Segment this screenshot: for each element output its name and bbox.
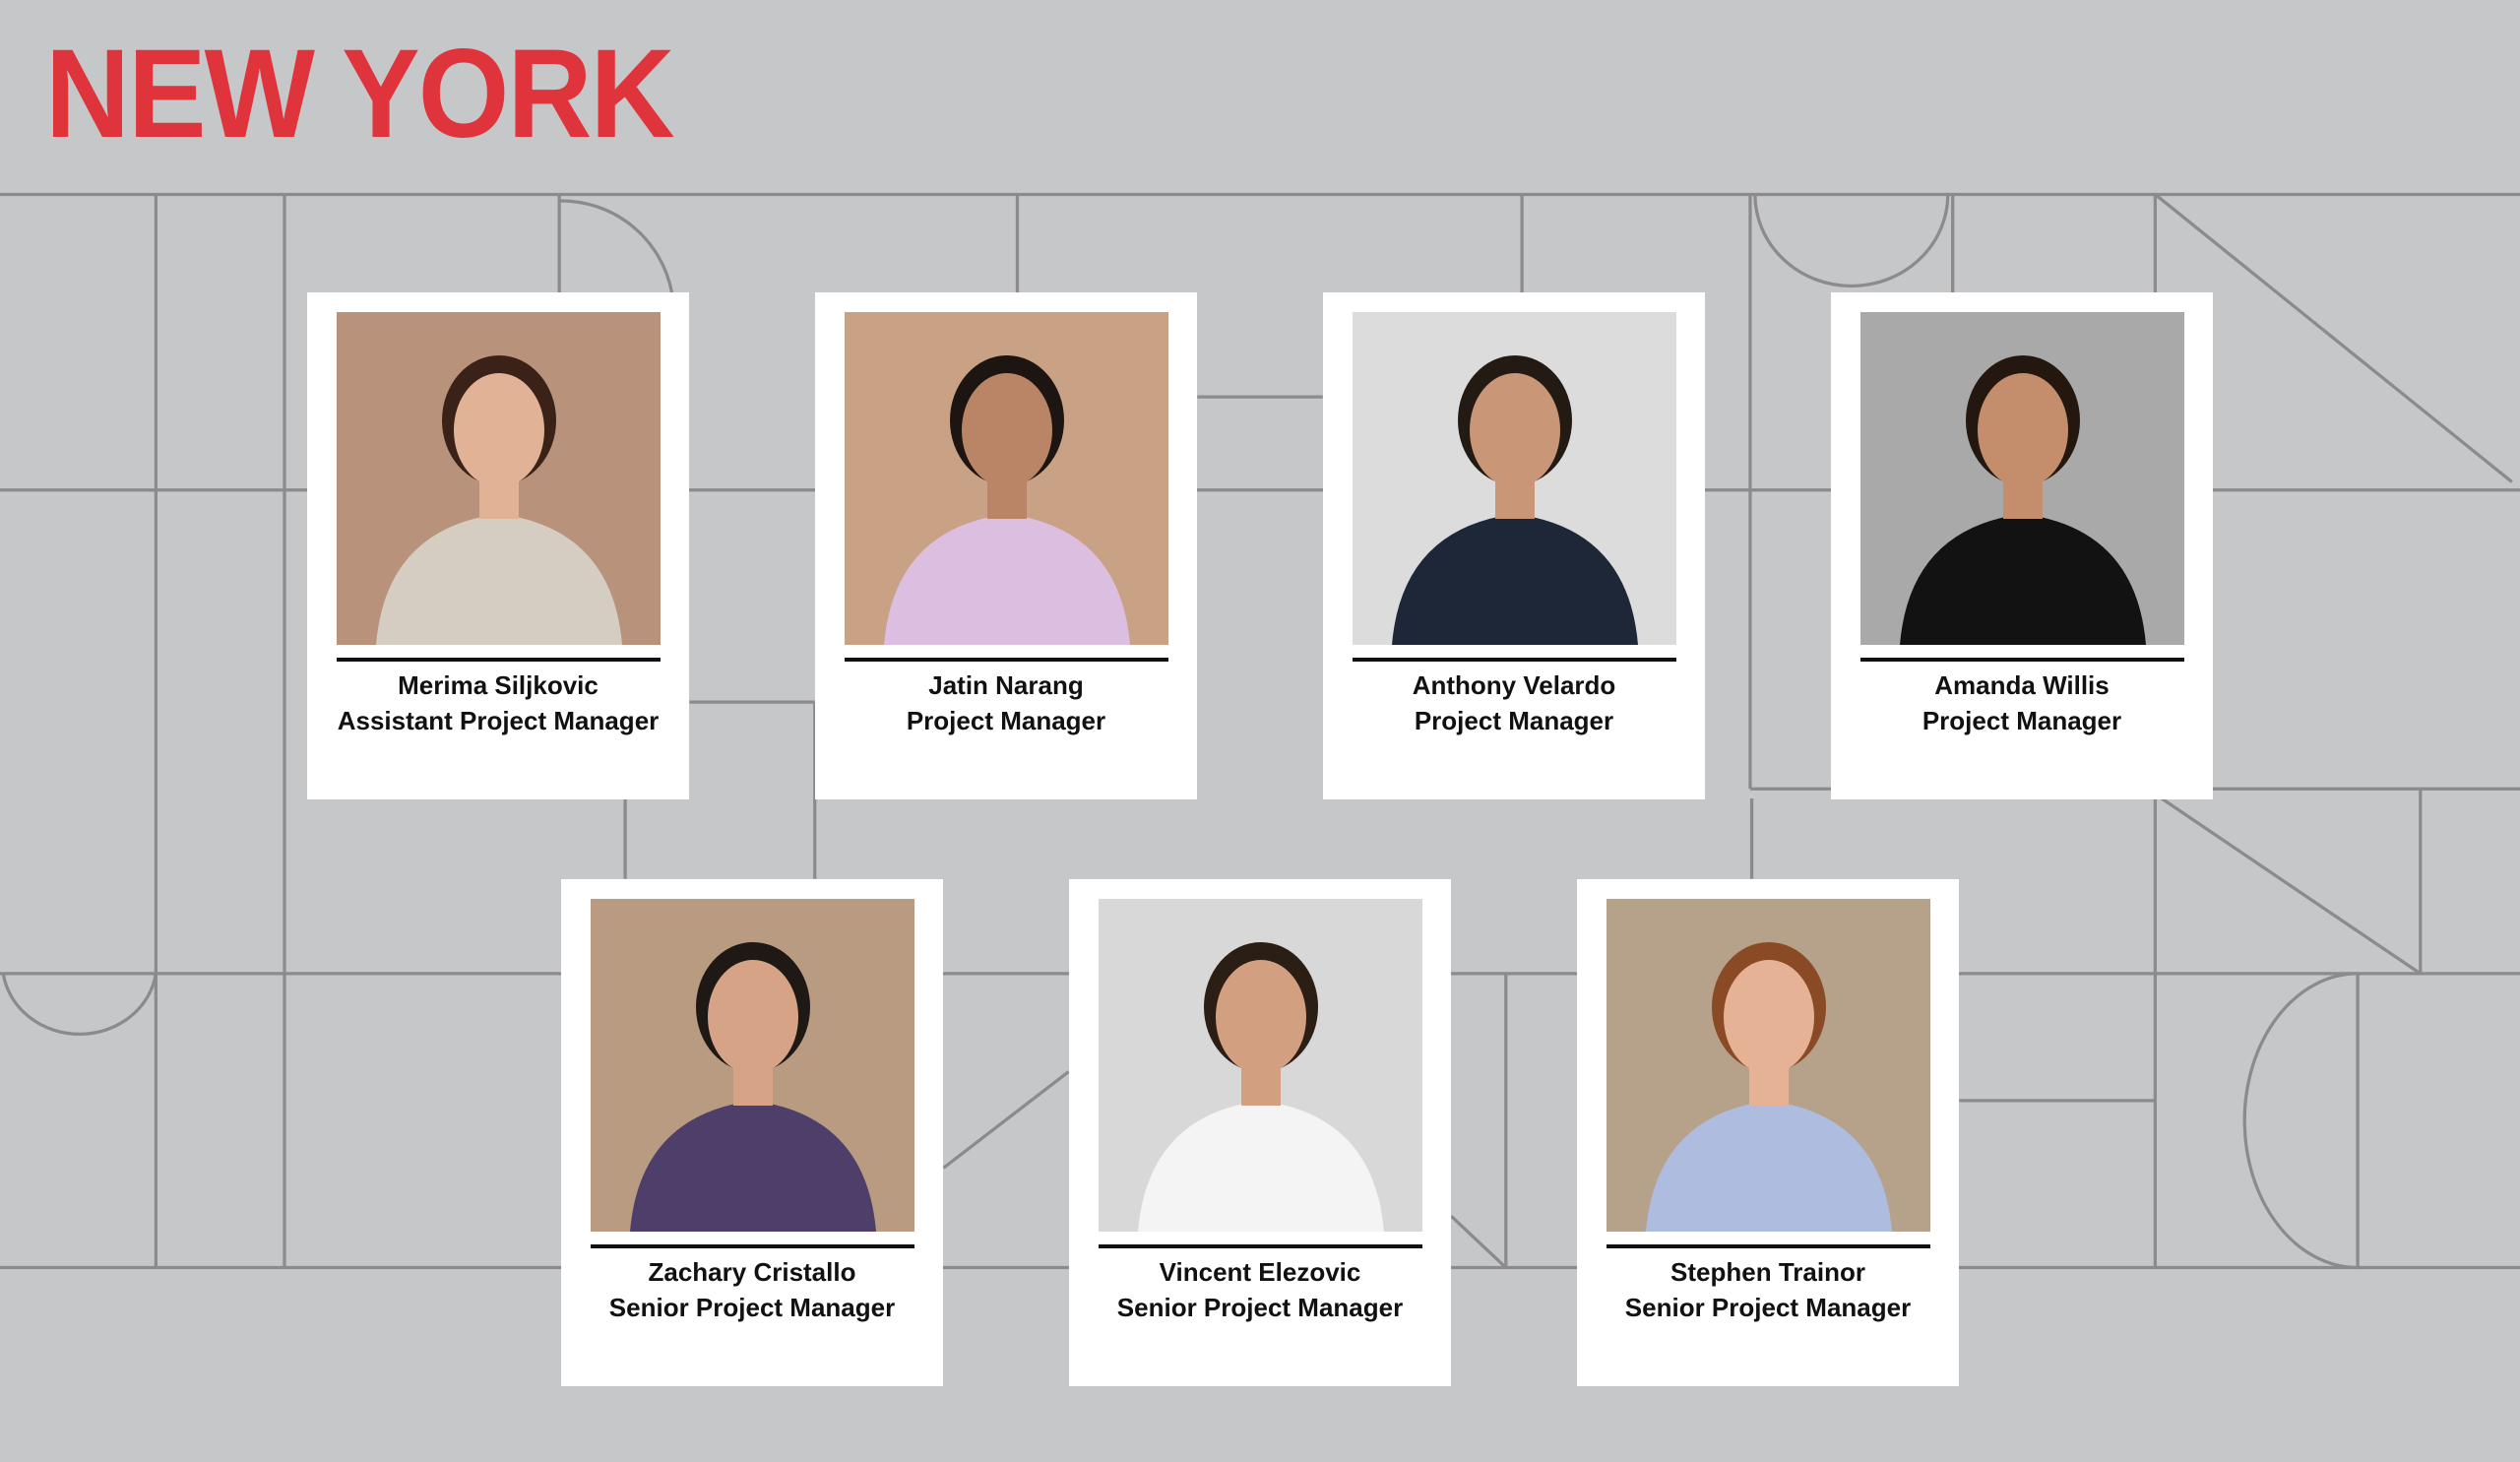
team-member-role: Senior Project Manager: [1624, 1293, 1912, 1322]
divider-rule: [1353, 658, 1676, 662]
team-member-role: Assistant Project Manager: [337, 706, 660, 735]
team-member-name: Anthony Velardo: [1412, 670, 1616, 700]
divider-rule: [591, 1244, 914, 1248]
team-member-name: Stephen Trainor: [1670, 1257, 1865, 1287]
team-member-role: Senior Project Manager: [608, 1293, 896, 1322]
team-member-role: Senior Project Manager: [1116, 1293, 1404, 1322]
team-member-card: Anthony Velardo Project Manager: [1323, 292, 1705, 799]
team-member-photo: [337, 312, 661, 645]
divider-rule: [1860, 658, 2184, 662]
team-member-name: Vincent Elezovic: [1159, 1257, 1361, 1287]
team-member-photo: [1860, 312, 2184, 645]
team-member-card: Merima Siljkovic Assistant Project Manag…: [307, 292, 689, 799]
divider-rule: [1099, 1244, 1422, 1248]
divider-rule: [337, 658, 661, 662]
page-title: NEW YORK: [45, 24, 675, 164]
team-member-photo: [1353, 312, 1676, 645]
team-member-name: Zachary Cristallo: [648, 1257, 856, 1287]
team-member-name: Merima Siljkovic: [398, 670, 598, 700]
divider-rule: [1606, 1244, 1930, 1248]
team-member-photo: [591, 899, 914, 1232]
team-member-role: Project Manager: [1922, 706, 2122, 735]
team-member-photo: [845, 312, 1168, 645]
team-member-name: Jatin Narang: [928, 670, 1084, 700]
team-member-card: Vincent Elezovic Senior Project Manager: [1069, 879, 1451, 1386]
team-member-card: Zachary Cristallo Senior Project Manager: [561, 879, 943, 1386]
team-member-role: Project Manager: [1414, 706, 1614, 735]
team-member-role: Project Manager: [906, 706, 1106, 735]
team-member-photo: [1606, 899, 1930, 1232]
team-member-photo: [1099, 899, 1422, 1232]
divider-rule: [845, 658, 1168, 662]
team-member-card: Stephen Trainor Senior Project Manager: [1577, 879, 1959, 1386]
team-member-card: Amanda Willis Project Manager: [1831, 292, 2213, 799]
team-member-card: Jatin Narang Project Manager: [815, 292, 1197, 799]
team-member-name: Amanda Willis: [1934, 670, 2110, 700]
